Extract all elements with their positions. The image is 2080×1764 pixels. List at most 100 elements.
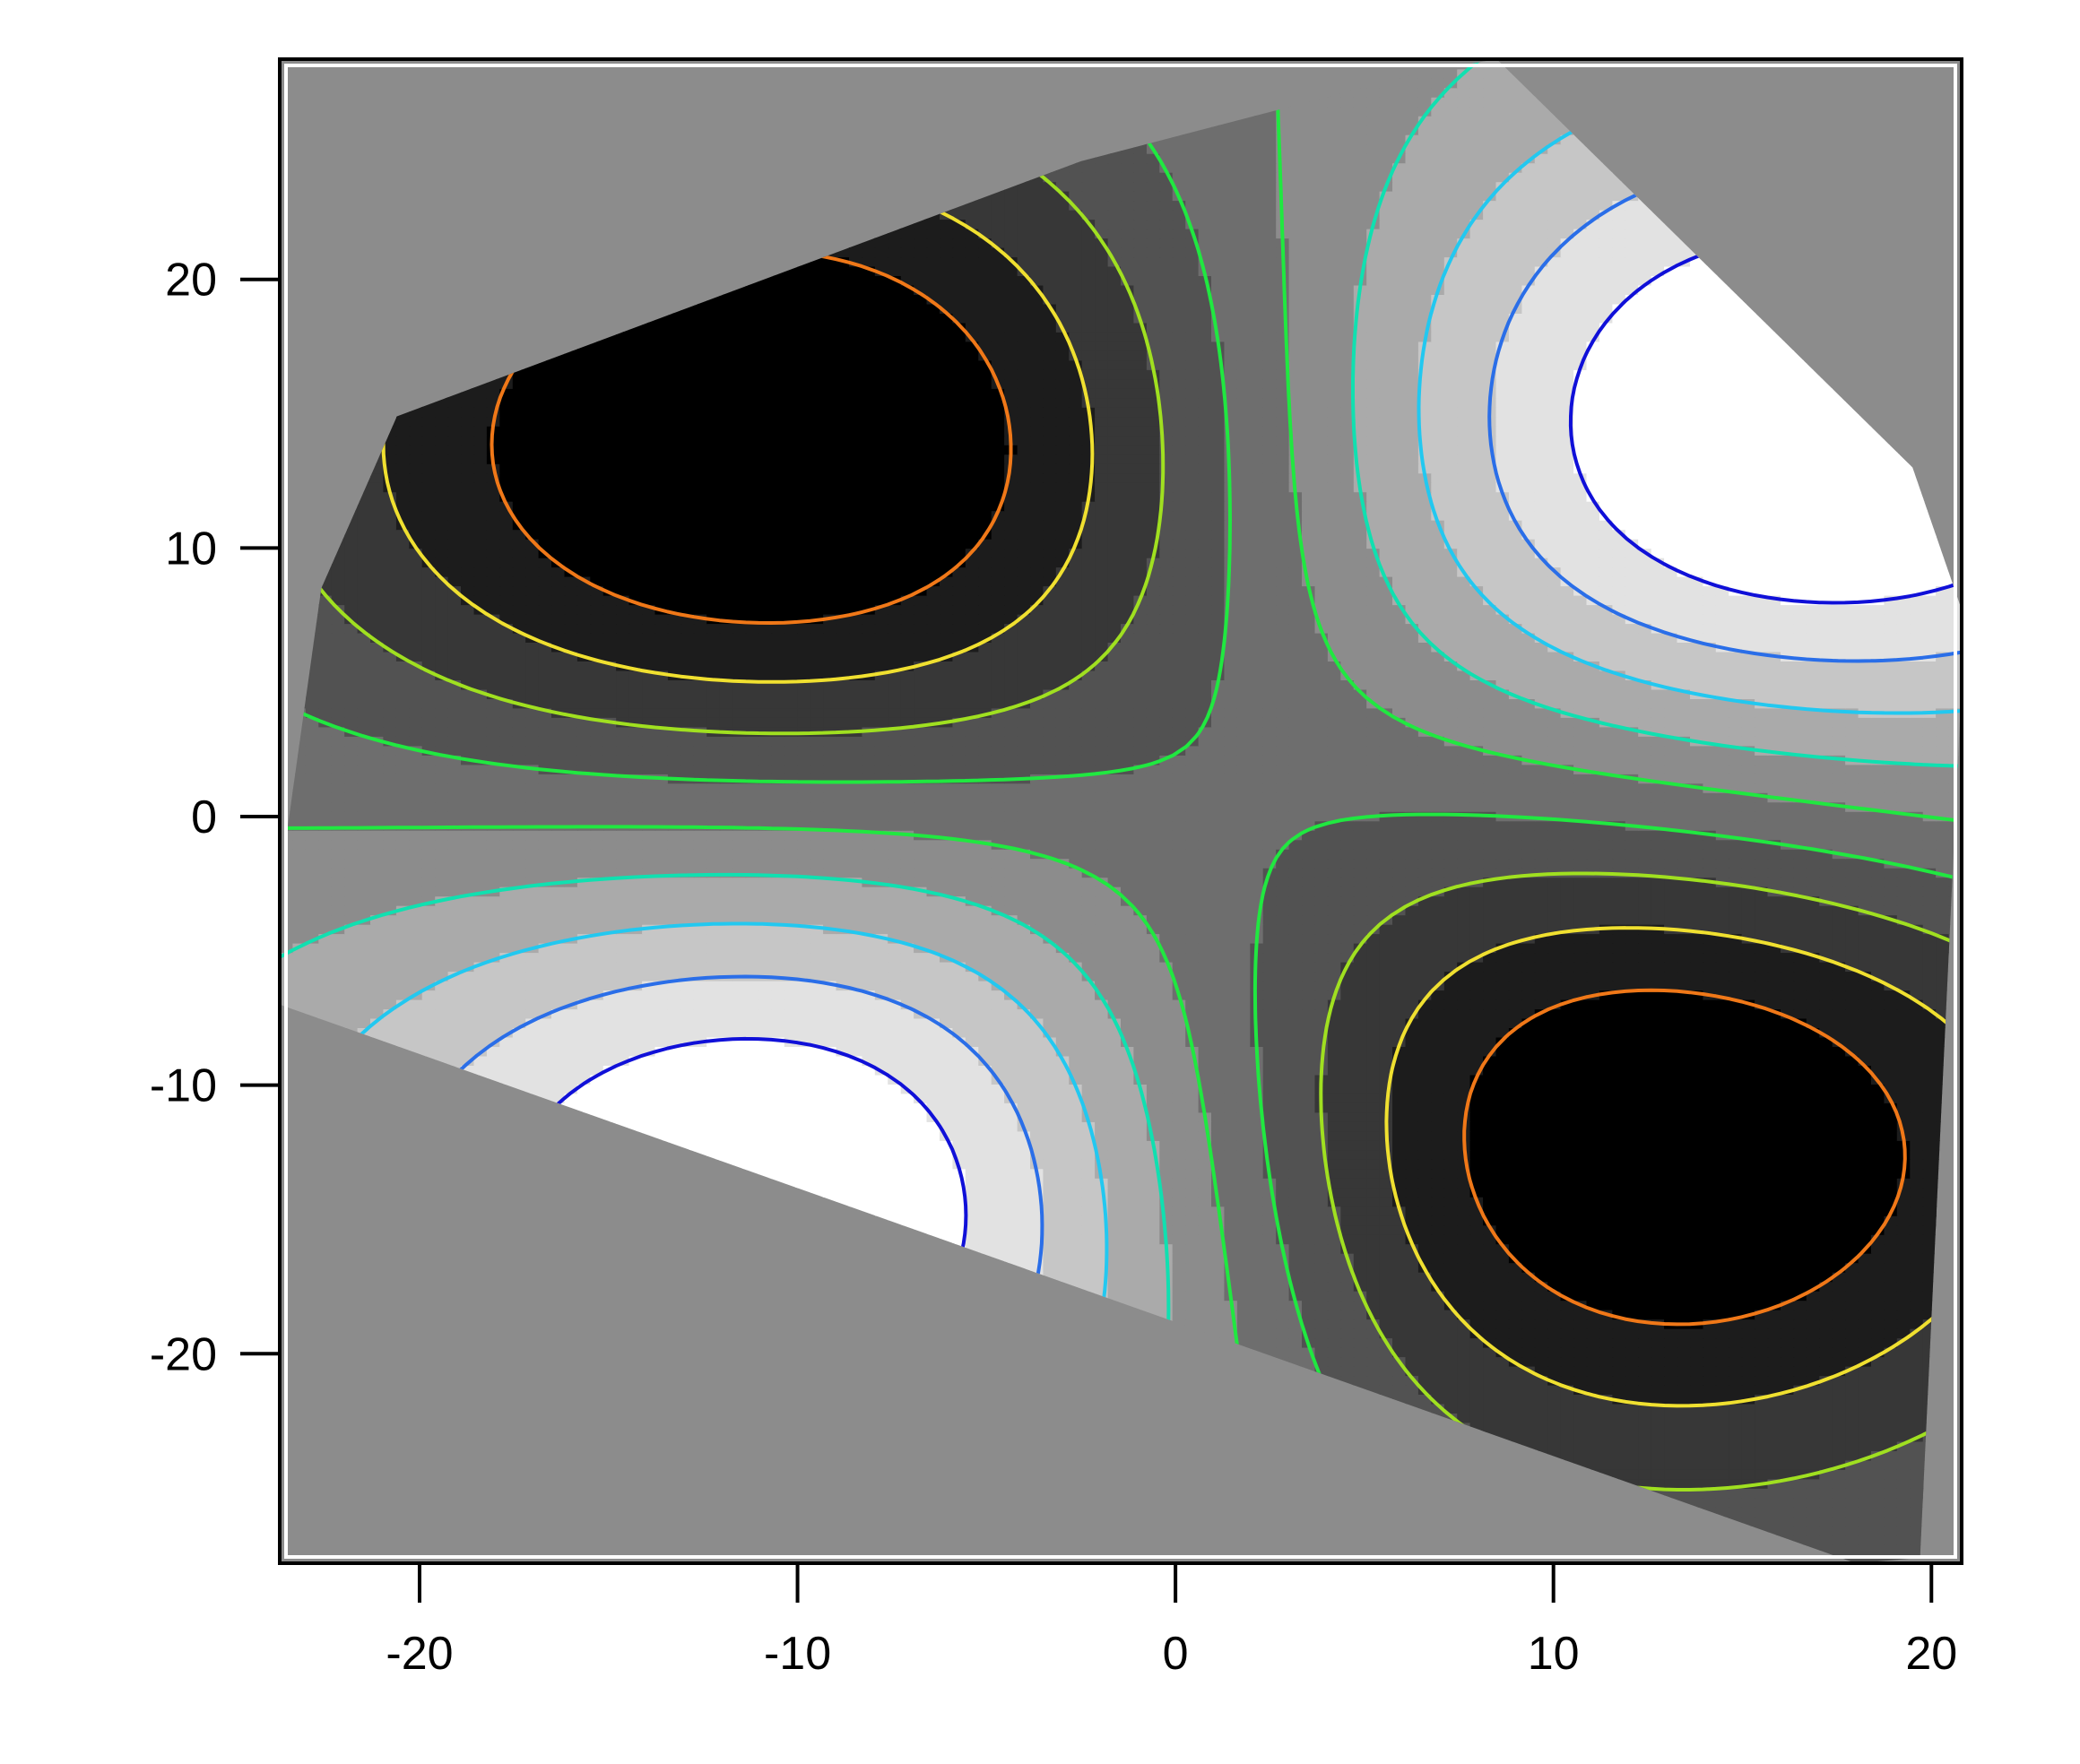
contour-cell	[1469, 1403, 1484, 1414]
contour-cell	[1781, 1319, 1795, 1329]
contour-cell	[1755, 1450, 1769, 1461]
contour-cell	[1573, 1365, 1588, 1377]
contour-cell	[1392, 1309, 1407, 1320]
contour-cell	[1871, 1422, 1885, 1432]
contour-cell	[1819, 1403, 1833, 1414]
contour-cell	[1715, 1271, 1729, 1283]
contour-cell	[1185, 1252, 1200, 1264]
contour-cell	[1755, 1403, 1769, 1414]
contour-cell	[978, 1233, 992, 1245]
contour-cell	[1755, 1413, 1769, 1423]
contour-cell	[1858, 1459, 1872, 1470]
contour-cell	[1236, 1215, 1252, 1226]
contour-cell	[1612, 1319, 1626, 1329]
contour-cell	[1534, 1403, 1548, 1414]
contour-cell	[1651, 1215, 1665, 1226]
contour-cell	[1392, 1262, 1407, 1273]
contour-cell	[1729, 1243, 1743, 1254]
contour-cell	[1612, 1375, 1626, 1386]
contour-cell	[1302, 1356, 1316, 1367]
contour-cell	[1547, 1413, 1562, 1423]
contour-cell	[1729, 1309, 1743, 1320]
contour-cell	[1896, 1413, 1911, 1423]
contour-cell	[1781, 1469, 1795, 1480]
contour-cell	[1741, 1422, 1755, 1432]
contour-cell	[1302, 1309, 1316, 1320]
contour-cell	[1625, 1469, 1639, 1480]
contour-cell	[1314, 1206, 1329, 1216]
contour-cell	[1910, 1469, 1924, 1480]
contour-cell	[1146, 1300, 1161, 1310]
contour-cell	[1599, 1365, 1614, 1377]
contour-cell	[1586, 1394, 1600, 1405]
contour-cell	[1340, 1224, 1355, 1235]
contour-cell	[1819, 1300, 1833, 1310]
contour-cell	[1302, 1281, 1316, 1292]
contour-cell	[1910, 1262, 1924, 1273]
contour-cell	[1327, 1271, 1342, 1283]
contour-cell	[1612, 1224, 1626, 1235]
contour-cell	[1185, 1206, 1200, 1216]
contour-cell	[1560, 1281, 1574, 1292]
contour-cell	[1405, 1337, 1419, 1348]
contour-cell	[1379, 1384, 1393, 1395]
contour-cell	[1599, 1356, 1614, 1367]
contour-cell	[1715, 1300, 1729, 1310]
contour-cell	[1392, 1394, 1407, 1405]
contour-cell	[1703, 1337, 1717, 1348]
contour-cell	[1896, 1309, 1911, 1320]
contour-cell	[1871, 1290, 1885, 1301]
contour-cell	[1431, 1215, 1445, 1226]
contour-cell	[1819, 1394, 1833, 1405]
contour-cell	[1858, 1252, 1872, 1264]
contour-cell	[1353, 1281, 1367, 1292]
contour-cell	[1288, 1319, 1303, 1329]
contour-cell	[1443, 1403, 1458, 1414]
contour-cell	[1250, 1319, 1264, 1329]
contour-cell	[1922, 1271, 1937, 1283]
contour-cell	[1910, 1356, 1924, 1367]
contour-cell	[1793, 1422, 1807, 1432]
contour-cell	[1121, 1233, 1135, 1245]
contour-cell	[1806, 1271, 1820, 1283]
contour-cell	[1729, 1431, 1743, 1442]
contour-cell	[1534, 1300, 1548, 1310]
contour-cell	[1715, 1375, 1729, 1386]
contour-cell	[1599, 1431, 1614, 1442]
contour-cell	[1534, 1290, 1548, 1301]
contour-cell	[1819, 1459, 1833, 1470]
contour-cell	[1781, 1384, 1795, 1395]
contour-cell	[1896, 1516, 1911, 1526]
contour-cell	[1832, 1281, 1846, 1292]
contour-cell	[1612, 1431, 1626, 1442]
contour-cell	[1276, 1271, 1290, 1283]
contour-cell	[1340, 1365, 1355, 1377]
contour-cell	[1469, 1262, 1484, 1273]
contour-cell	[1508, 1243, 1523, 1254]
contour-cell	[1547, 1300, 1562, 1310]
contour-cell	[1457, 1233, 1471, 1245]
contour-cell	[1858, 1516, 1872, 1526]
contour-cell	[1392, 1384, 1407, 1395]
contour-cell	[1055, 1262, 1070, 1273]
contour-cell	[1314, 1337, 1329, 1348]
contour-cell	[1806, 1497, 1820, 1508]
contour-cell	[1910, 1233, 1924, 1245]
contour-cell	[1871, 1507, 1885, 1518]
contour-cell	[1185, 1300, 1200, 1310]
contour-cell	[1741, 1346, 1755, 1358]
contour-cell	[1664, 1413, 1678, 1423]
contour-cell	[1302, 1346, 1316, 1358]
contour-cell	[1910, 1375, 1924, 1386]
contour-cell	[1625, 1394, 1639, 1405]
contour-cell	[1599, 1319, 1614, 1329]
contour-cell	[1146, 1243, 1161, 1254]
contour-cell	[1457, 1300, 1471, 1310]
contour-cell	[1910, 1488, 1924, 1499]
contour-cell	[965, 1233, 979, 1245]
contour-cell	[1340, 1337, 1355, 1348]
contour-cell	[1288, 1224, 1303, 1235]
contour-cell	[1910, 1319, 1924, 1329]
contour-cell	[1172, 1309, 1186, 1320]
contour-cell	[1392, 1365, 1407, 1377]
